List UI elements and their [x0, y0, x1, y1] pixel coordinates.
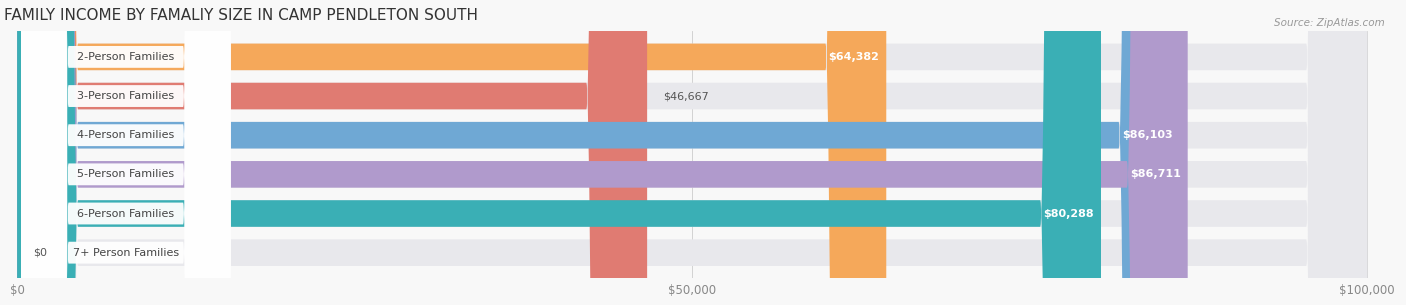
- FancyBboxPatch shape: [17, 0, 1367, 305]
- FancyBboxPatch shape: [17, 0, 647, 305]
- Text: 2-Person Families: 2-Person Families: [77, 52, 174, 62]
- Text: $80,288: $80,288: [1043, 209, 1094, 218]
- Text: $64,382: $64,382: [828, 52, 880, 62]
- Text: FAMILY INCOME BY FAMALIY SIZE IN CAMP PENDLETON SOUTH: FAMILY INCOME BY FAMALIY SIZE IN CAMP PE…: [4, 8, 478, 23]
- FancyBboxPatch shape: [21, 0, 231, 305]
- Text: 3-Person Families: 3-Person Families: [77, 91, 174, 101]
- FancyBboxPatch shape: [17, 0, 1367, 305]
- FancyBboxPatch shape: [17, 0, 1367, 305]
- Text: $86,103: $86,103: [1122, 130, 1173, 140]
- FancyBboxPatch shape: [21, 0, 231, 305]
- FancyBboxPatch shape: [21, 0, 231, 305]
- Text: Source: ZipAtlas.com: Source: ZipAtlas.com: [1274, 18, 1385, 28]
- FancyBboxPatch shape: [17, 0, 1367, 305]
- FancyBboxPatch shape: [17, 0, 1367, 305]
- Text: $46,667: $46,667: [664, 91, 709, 101]
- Text: 7+ Person Families: 7+ Person Families: [73, 248, 179, 258]
- FancyBboxPatch shape: [21, 0, 231, 305]
- Text: 5-Person Families: 5-Person Families: [77, 169, 174, 179]
- FancyBboxPatch shape: [17, 0, 886, 305]
- FancyBboxPatch shape: [17, 0, 1180, 305]
- FancyBboxPatch shape: [17, 0, 1367, 305]
- Text: 4-Person Families: 4-Person Families: [77, 130, 174, 140]
- Text: 6-Person Families: 6-Person Families: [77, 209, 174, 218]
- FancyBboxPatch shape: [21, 0, 231, 305]
- Text: $86,711: $86,711: [1130, 169, 1181, 179]
- FancyBboxPatch shape: [17, 0, 1101, 305]
- Text: $0: $0: [34, 248, 48, 258]
- FancyBboxPatch shape: [21, 0, 231, 305]
- FancyBboxPatch shape: [17, 0, 1188, 305]
